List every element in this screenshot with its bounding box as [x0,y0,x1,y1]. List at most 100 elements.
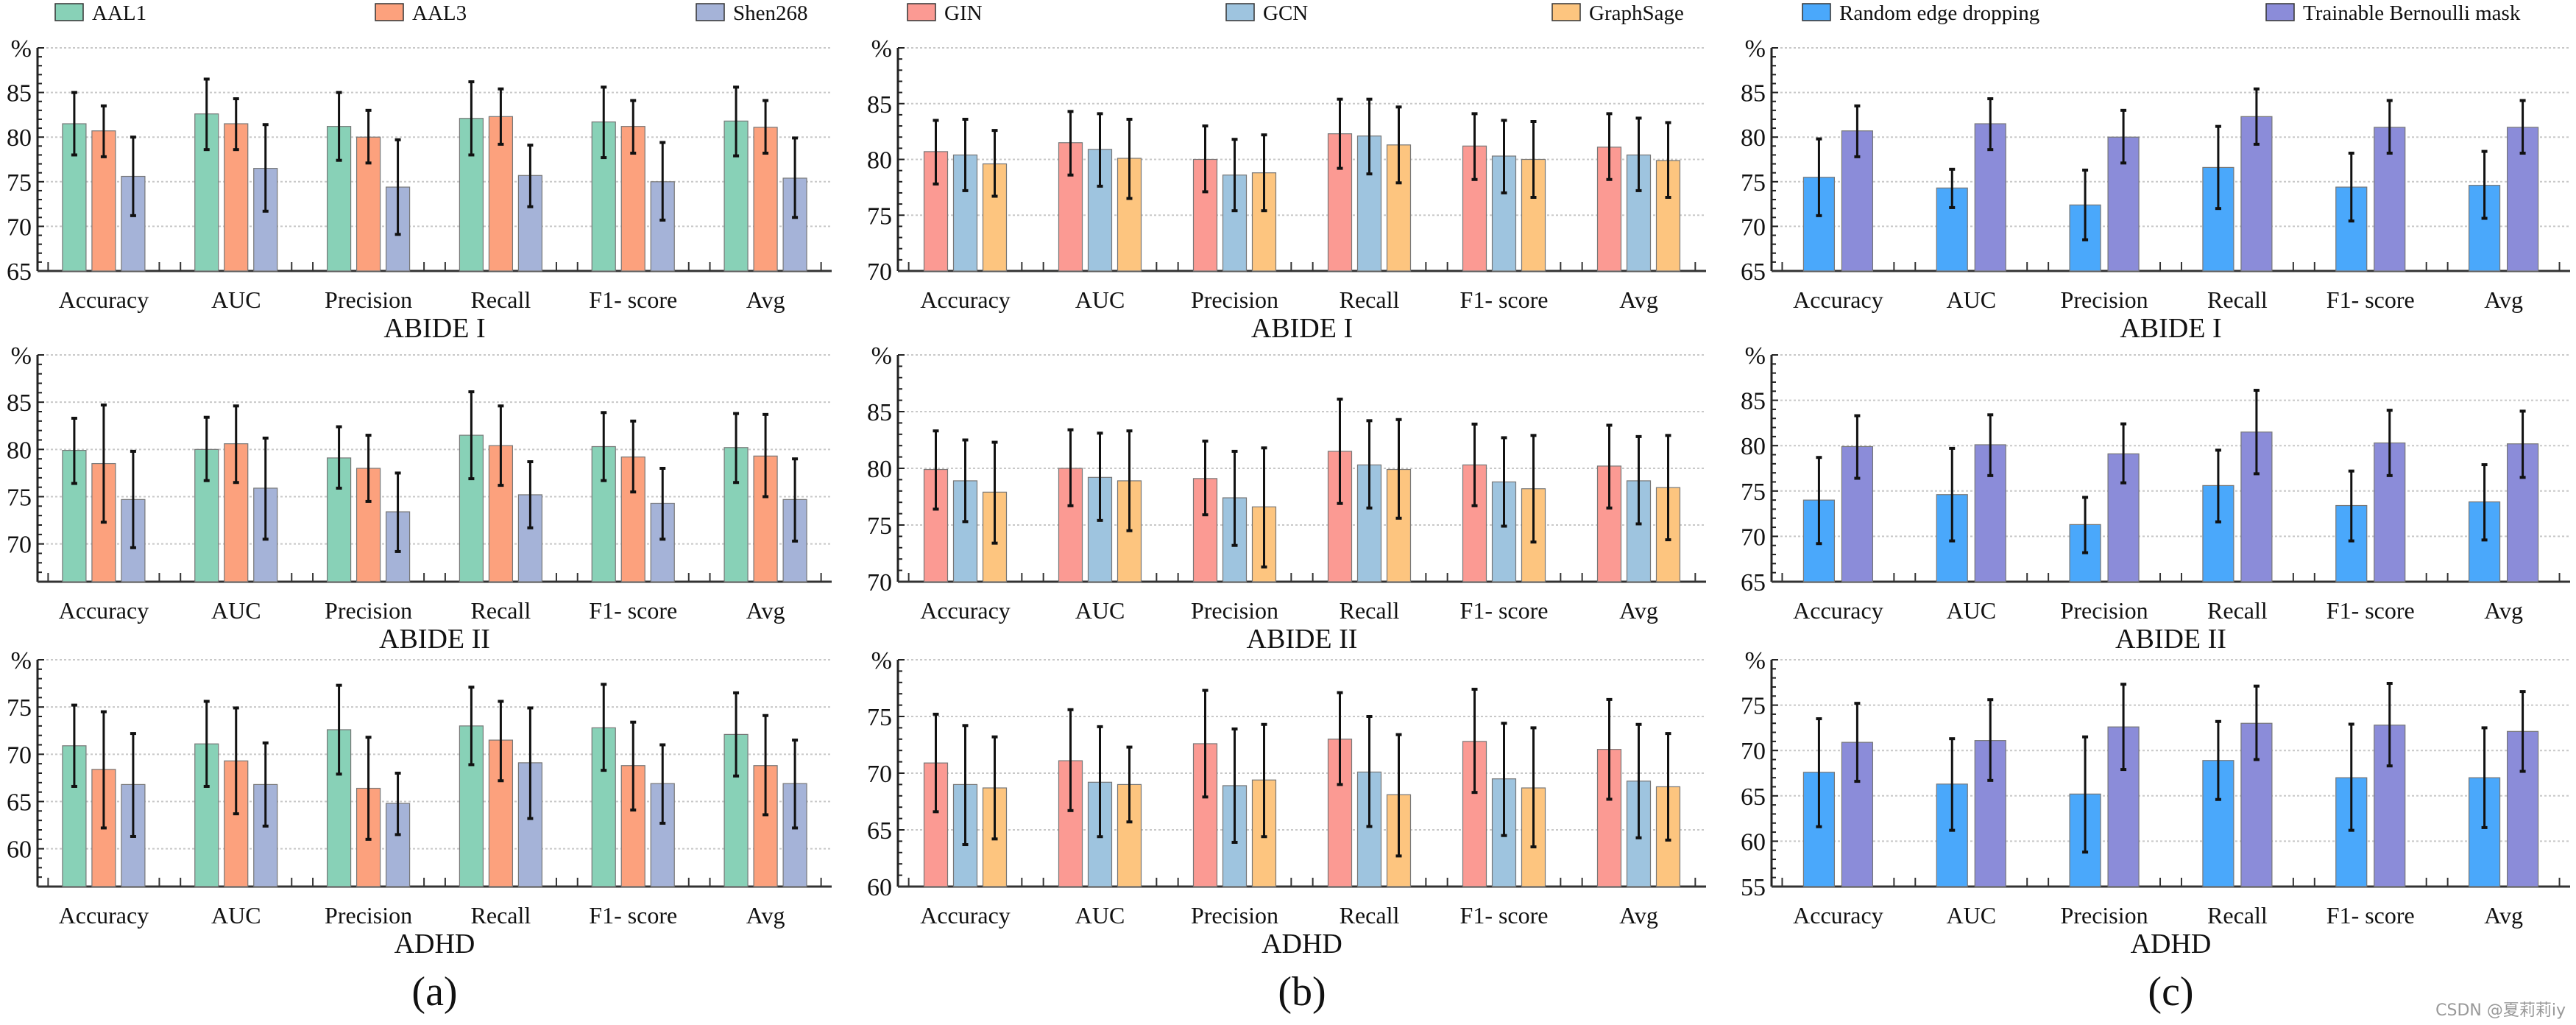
y-tick-label: 70 [1741,738,1766,765]
bar [62,450,87,582]
y-tick-label: 75 [7,169,32,197]
y-axis-unit: % [11,35,32,63]
legend-swatch [1225,3,1255,21]
x-tick-label: F1- score [589,286,677,313]
x-tick-label: Accuracy [920,597,1011,624]
subplot-title: ADHD [394,929,475,959]
x-tick-label: F1- score [1460,597,1549,624]
legend-item: AAL1 [54,1,146,25]
subplot-title: ABIDE I [1251,313,1353,344]
x-tick-label: F1- score [2326,286,2415,313]
subplot-title: ADHD [2131,929,2212,959]
x-tick-label: AUC [1946,286,1996,313]
x-tick-label: Precision [2061,597,2148,624]
y-tick-label: 75 [1741,479,1766,506]
subplot-1-adhd: 60 65 70 75% Accuracy AUC Precision Recall F1- s… [867,647,1706,959]
x-tick-label: F1- score [589,597,677,624]
y-tick-label: 85 [867,399,892,426]
x-tick-label: AUC [211,597,261,624]
subplot-0-abide-ii: 70 75 80 85% Accuracy AUC Precision Recall F1- s… [7,342,832,655]
x-tick-label: Precision [325,902,412,929]
legend: Random edge dropping Trainable Bernoulli … [1802,1,2521,25]
x-tick-label: Precision [325,597,412,624]
x-tick-label: Avg [2484,902,2523,929]
subplot-2-abide-ii: 65 70 75 80 85% Accuracy AUC Precision Recall F1-… [1741,342,2570,655]
subplot-2-adhd: 55 60 65 70 75% Accuracy AUC Precision Recall F1-… [1741,647,2570,959]
y-tick-label: 80 [1741,433,1766,460]
x-tick-label: Recall [2207,286,2268,313]
subplot-title: ABIDE I [383,313,485,344]
bar [2240,116,2273,272]
y-tick-label: 85 [1741,80,1766,108]
x-tick-label: Avg [2484,286,2523,313]
legend-label: AAL1 [92,1,146,25]
legend-item: AAL3 [375,1,467,25]
x-tick-label: Recall [1340,597,1400,624]
y-tick-label: 70 [7,532,32,559]
y-tick-label: 75 [1741,693,1766,720]
x-tick-label: Avg [746,597,785,624]
legend-label: AAL3 [412,1,467,25]
legend-item: Trainable Bernoulli mask [2265,1,2521,25]
y-tick-label: 60 [1741,828,1766,856]
panel-label: (b) [1278,969,1326,1015]
subplot-title: ABIDE II [2115,624,2226,655]
y-tick-label: 85 [1741,388,1766,415]
y-tick-label: 65 [1741,258,1766,286]
legend-label: Random edge dropping [1839,1,2039,25]
x-tick-label: Precision [325,286,412,313]
y-tick-label: 75 [7,485,32,512]
x-tick-label: Avg [746,286,785,313]
x-tick-label: Accuracy [1793,902,1883,929]
x-tick-label: Accuracy [1793,286,1883,313]
y-tick-label: 75 [867,512,892,540]
y-axis-unit: % [1745,35,1766,63]
legend-swatch [375,3,404,21]
legend-swatch [1551,3,1581,21]
y-tick-label: 70 [1741,524,1766,551]
y-tick-label: 75 [1741,169,1766,197]
x-tick-label: AUC [1075,902,1125,929]
y-axis-unit: % [11,342,32,370]
y-tick-label: 70 [7,214,32,241]
legend-item: GraphSage [1551,1,1684,25]
x-tick-label: F1- score [589,902,677,929]
legend-swatch [2265,3,2295,21]
y-tick-label: 70 [867,258,892,286]
y-axis-unit: % [871,647,892,674]
bar [91,130,116,272]
legend-label: GIN [944,1,983,25]
x-tick-label: AUC [1075,286,1125,313]
subplot-title: ABIDE I [2120,313,2221,344]
y-tick-label: 60 [7,836,32,864]
panel-label: (c) [2148,969,2193,1015]
x-tick-label: Precision [1191,902,1278,929]
y-tick-label: 70 [7,742,32,769]
x-tick-label: Accuracy [1793,597,1883,624]
x-tick-label: AUC [1946,902,1996,929]
y-tick-label: 85 [867,91,892,119]
panel-label: (a) [411,969,457,1015]
y-tick-label: 70 [1741,214,1766,241]
x-tick-label: Accuracy [59,286,149,313]
x-tick-label: Avg [1619,597,1658,624]
x-tick-label: Accuracy [59,597,149,624]
y-tick-label: 65 [1741,783,1766,811]
y-tick-label: 70 [867,761,892,788]
legend-item: Random edge dropping [1802,1,2039,25]
x-tick-label: Avg [2484,597,2523,624]
subplot-title: ABIDE II [1247,624,1358,655]
y-tick-label: 75 [867,704,892,731]
x-tick-label: AUC [1946,597,1996,624]
y-tick-label: 85 [7,80,32,108]
y-tick-label: 65 [7,789,32,817]
legend-swatch [907,3,936,21]
subplot-title: ADHD [1262,929,1342,959]
x-tick-label: Recall [471,286,531,313]
x-tick-label: Recall [471,597,531,624]
legend: AAL1 AAL3 Shen268 [54,1,808,25]
x-tick-label: Precision [1191,597,1278,624]
x-tick-label: Precision [2061,902,2148,929]
legend-swatch [696,3,725,21]
